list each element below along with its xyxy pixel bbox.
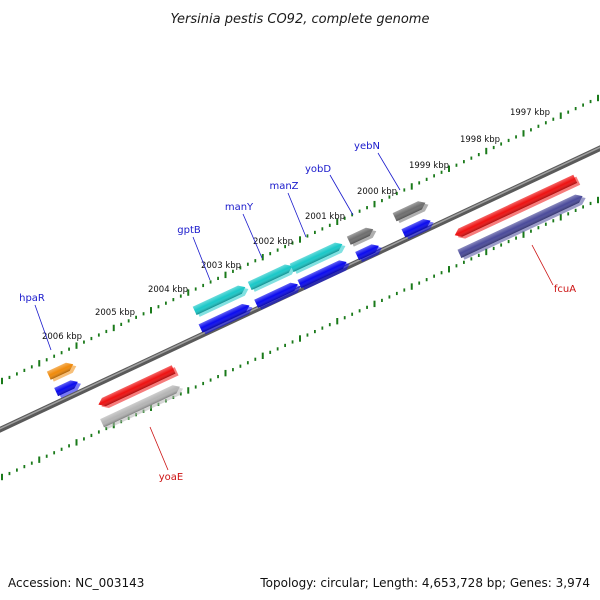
kbp-label: 2004 kbp [148, 285, 188, 295]
accession-text: Accession: NC_003143 [8, 576, 144, 590]
gene-labels: hpaR gptB manY manZ yobD yebN yoaE fcuA [19, 141, 576, 483]
gene-label-fcuA[interactable]: fcuA [554, 284, 576, 295]
kbp-label: 1997 kbp [510, 108, 550, 118]
kbp-label: 2003 kbp [201, 261, 241, 271]
kbp-label: 2006 kbp [42, 332, 82, 342]
gene-label-manZ[interactable]: manZ [269, 181, 298, 192]
manZ-cyan-feature[interactable] [289, 239, 348, 274]
manZ-blue-feature[interactable] [297, 257, 352, 291]
gene-label-yoaE[interactable]: yoaE [159, 472, 183, 483]
manY-cyan-feature[interactable] [247, 261, 297, 293]
outer-kbp-ticks [1, 94, 599, 385]
gene-label-yobD[interactable]: yobD [305, 164, 331, 175]
genome-backbone [0, 145, 600, 433]
yoaE-silver-feature[interactable] [100, 382, 185, 430]
yobD-gray-feature[interactable] [346, 224, 378, 247]
kbp-label: 2000 kbp [357, 187, 397, 197]
kbp-label: 2002 kbp [253, 237, 293, 247]
gene-features [46, 174, 588, 430]
manY-blue-feature[interactable] [254, 279, 303, 310]
kbp-label: 2001 kbp [305, 212, 345, 222]
gene-label-yebN[interactable]: yebN [354, 141, 380, 152]
hpaR-orange-feature[interactable] [46, 359, 78, 382]
kbp-label: 2005 kbp [95, 308, 135, 318]
yebN-gray-feature[interactable] [392, 198, 431, 224]
fcuA-red-feature[interactable] [453, 174, 581, 242]
kbp-labels: 2006 kbp 2005 kbp 2004 kbp 2003 kbp 2002… [42, 108, 550, 342]
gene-label-hpaR[interactable]: hpaR [19, 293, 45, 304]
gptB-blue-feature[interactable] [198, 301, 255, 336]
gptB-cyan-feature[interactable] [192, 282, 251, 317]
gene-label-manY[interactable]: manY [225, 202, 254, 213]
yoaE-red-feature[interactable] [97, 364, 179, 411]
genome-summary-text: Topology: circular; Length: 4,653,728 bp… [259, 576, 590, 590]
yobD-blue-feature[interactable] [355, 241, 384, 263]
gene-label-lines [34, 152, 554, 471]
yebN-blue-feature[interactable] [401, 216, 436, 240]
kbp-label: 1998 kbp [460, 135, 500, 145]
hpaR-blue-feature[interactable] [54, 377, 83, 399]
fcuA-navy-feature[interactable] [457, 191, 588, 260]
map-title: Yersinia pestis CO92, complete genome [171, 12, 430, 27]
kbp-label: 1999 kbp [409, 161, 449, 171]
gene-label-gptB[interactable]: gptB [177, 225, 201, 236]
